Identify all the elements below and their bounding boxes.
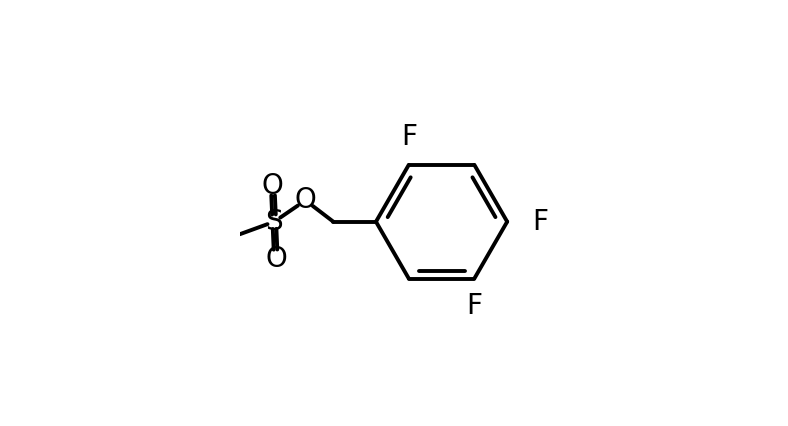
Text: F: F	[532, 208, 548, 236]
Text: S: S	[266, 208, 283, 236]
Text: O: O	[295, 186, 316, 214]
Text: O: O	[265, 245, 287, 273]
Text: O: O	[262, 172, 284, 200]
Text: F: F	[466, 292, 482, 320]
Text: F: F	[401, 123, 417, 151]
